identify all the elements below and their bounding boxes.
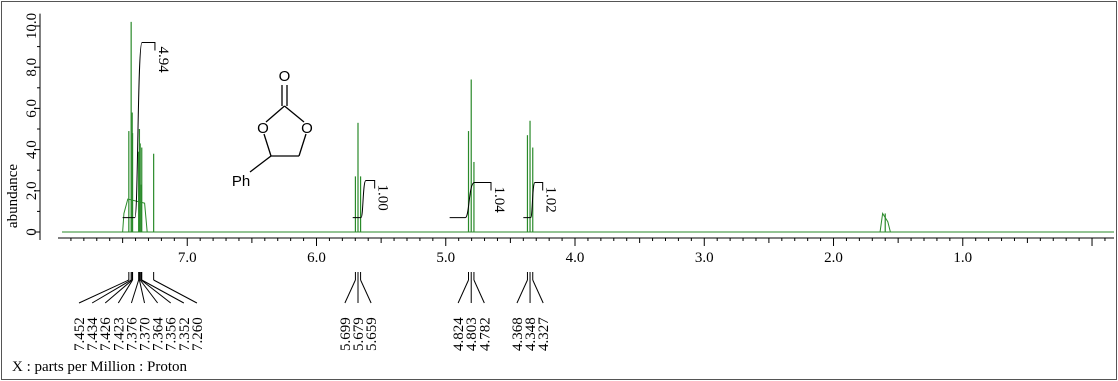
peak-label-leader [91, 279, 132, 304]
y-axis-label: abundance [5, 164, 21, 228]
peak-label: 7.423 [111, 317, 127, 351]
chemical-structure [249, 85, 307, 173]
peak-label: 4.368 [510, 317, 526, 351]
y-tick-label: 4.0 [24, 140, 40, 159]
peak-label: 7.356 [164, 317, 180, 351]
peak-label-leader [344, 279, 356, 304]
integral-curves: 4.94 1.00 1.04 1.02 [122, 41, 559, 219]
peak-label: 7.364 [151, 317, 167, 351]
x-tick-label: 3.0 [695, 250, 714, 266]
peak-label: 7.352 [177, 317, 193, 351]
spectrum-trace [62, 21, 1114, 233]
ring-oxygen-left: O [257, 120, 269, 137]
integral-curve [352, 180, 376, 219]
x-tick-label: 1.0 [953, 250, 972, 266]
peak-label-leader [457, 279, 469, 304]
peak-label-leader [78, 279, 130, 304]
y-tick-label: 6.0 [24, 99, 40, 118]
peak-label-leader [117, 279, 134, 304]
phenyl-bond [249, 155, 272, 173]
peak-label: 7.434 [85, 317, 101, 351]
peak-label-leader [360, 279, 372, 304]
peak-labels: 7.4527.4347.4267.4237.3767.3707.3647.356… [72, 272, 552, 351]
phenyl-label: Ph [232, 173, 250, 190]
peak-label: 7.452 [72, 317, 88, 351]
ring-bond-c2-o3 [284, 105, 305, 123]
peak-label-leader [532, 279, 544, 304]
ring-oxygen-right: O [301, 120, 313, 137]
peak-label: 5.679 [351, 317, 367, 351]
integral-value-label: 1.00 [375, 185, 391, 211]
peak-label: 5.699 [338, 317, 354, 351]
peak-label: 4.824 [451, 317, 467, 351]
ring-bond-o1-c5 [263, 133, 272, 157]
x-tick-label: 6.0 [307, 250, 326, 266]
peak-label-leader [130, 279, 140, 304]
integral-value-label: 1.02 [543, 187, 559, 213]
peak-label: 7.370 [138, 317, 154, 351]
integral-curve [523, 182, 544, 219]
ring-bond-c2-o1 [265, 105, 285, 123]
peak-label: 4.348 [523, 317, 539, 351]
y-tick-label: 8.0 [24, 58, 40, 77]
integral-curve [122, 41, 156, 219]
x-tick-label: 2.0 [824, 250, 843, 266]
peak-label: 5.659 [364, 317, 380, 351]
y-tick-label: 10.0 [24, 13, 40, 39]
y-tick-label: 2.0 [24, 181, 40, 200]
carbonyl-oxygen: O [279, 68, 291, 85]
peak-label: 7.426 [98, 317, 114, 351]
peak-label-leader [516, 279, 528, 304]
aromatic-envelope [122, 198, 148, 233]
peak-label: 4.327 [536, 317, 552, 351]
integral-value-label: 4.94 [155, 46, 171, 73]
x-axis-label: X : parts per Million : Proton [12, 359, 187, 375]
peak-label-leader [139, 279, 159, 304]
peak-label: 7.376 [124, 317, 140, 351]
y-tick-label: 0 [24, 228, 40, 236]
x-tick-label: 4.0 [566, 250, 585, 266]
peak-label-leader [141, 279, 185, 304]
peak-label: 4.803 [464, 317, 480, 351]
y-axis: 0 2.0 4.0 6.0 8.0 10.0 [24, 13, 41, 240]
peak-label-leader [153, 279, 198, 304]
integral-value-label: 1.04 [491, 187, 507, 214]
peak-label-leader [104, 279, 133, 304]
x-tick-label: 5.0 [436, 250, 455, 266]
x-axis: 7.0 6.0 5.0 4.0 3.0 2.0 1.0 [58, 237, 1114, 266]
integral-curve [449, 182, 492, 219]
peak-label: 7.260 [190, 317, 206, 351]
peak-label-leader [138, 279, 146, 304]
peak-label-leader [473, 279, 485, 304]
peak-label-leader [140, 279, 172, 304]
ring-bond-o3-c4 [298, 133, 307, 157]
x-tick-label: 7.0 [178, 250, 197, 266]
peak-label: 4.782 [477, 317, 493, 351]
